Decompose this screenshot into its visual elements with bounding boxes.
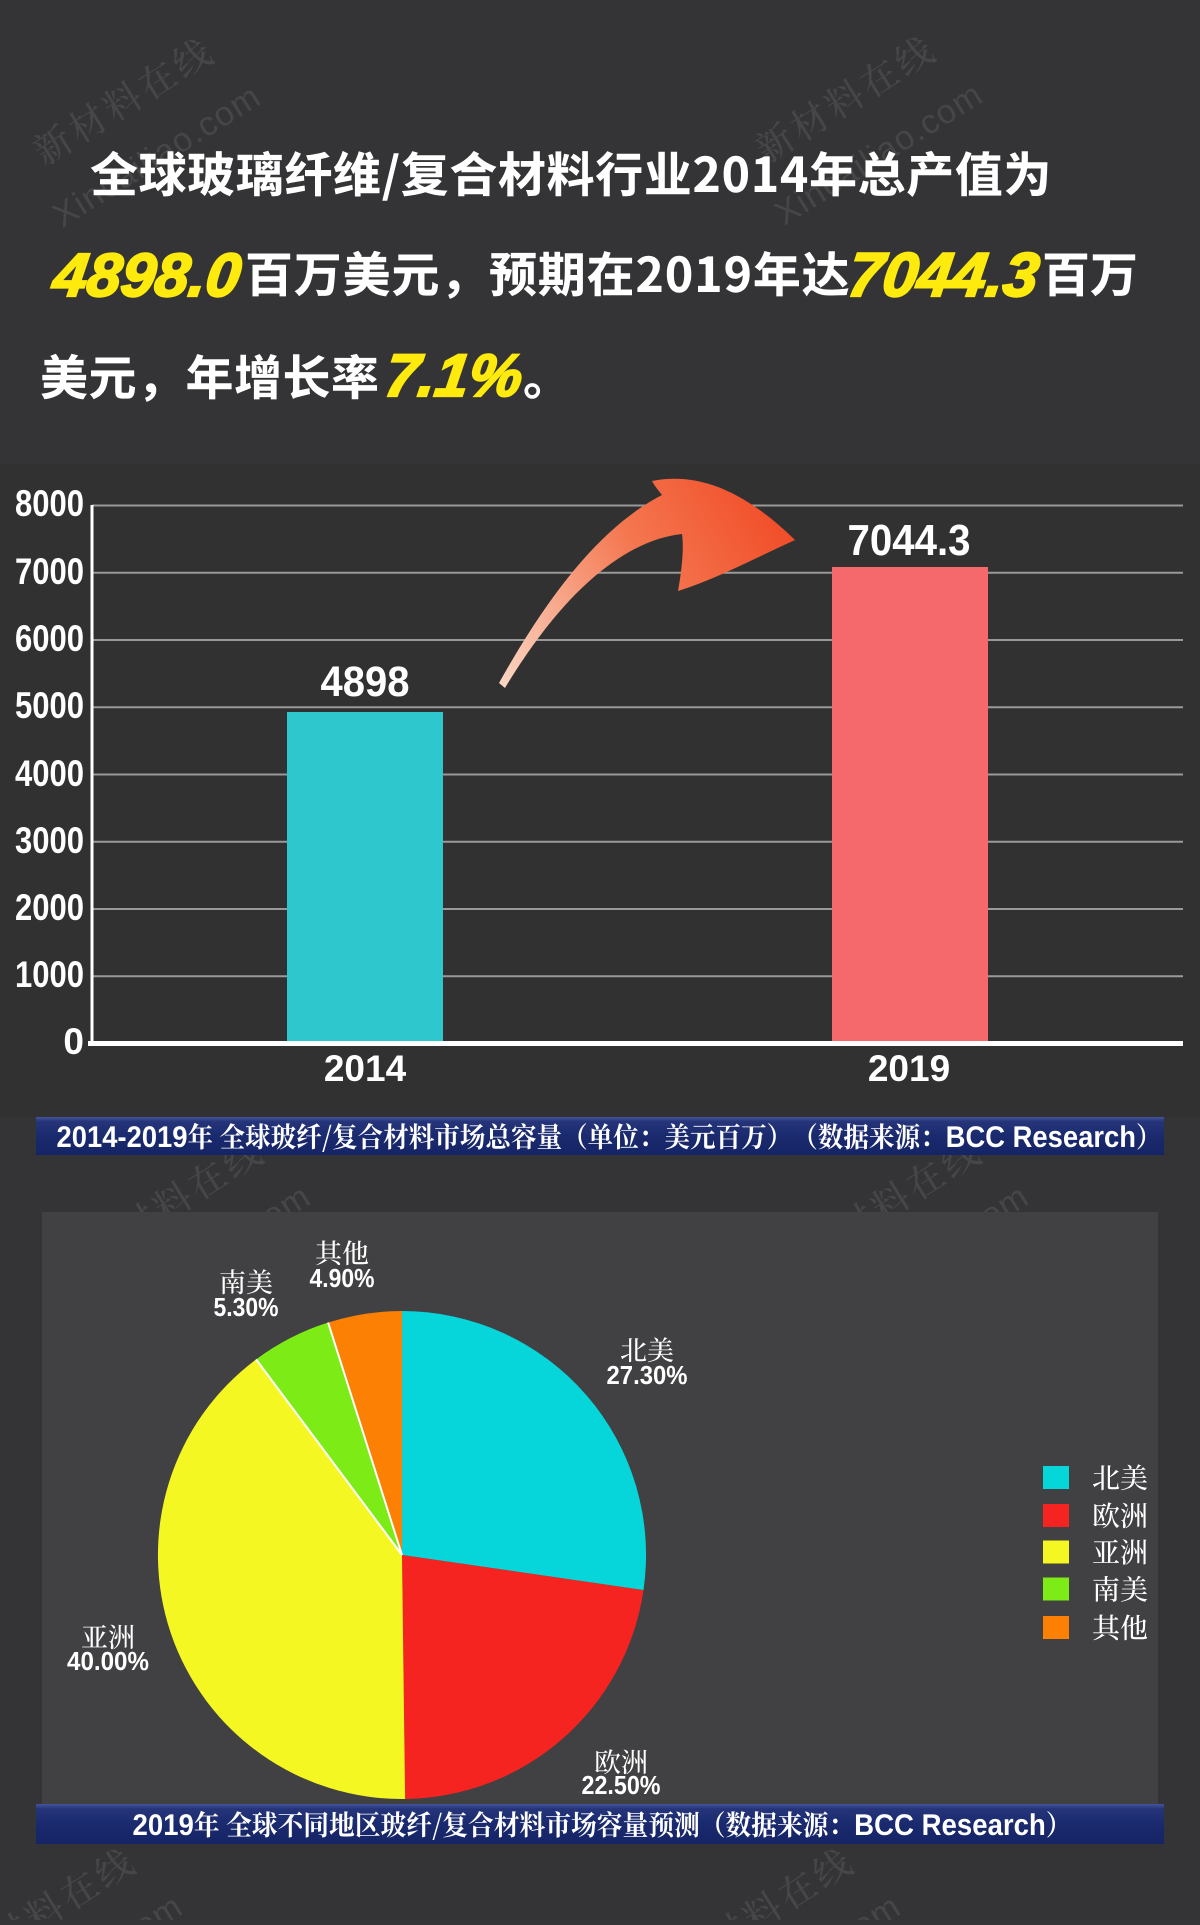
svg-text:40.00%: 40.00% xyxy=(67,1646,149,1676)
svg-text:22.50%: 22.50% xyxy=(582,1770,661,1800)
svg-text:2000: 2000 xyxy=(15,887,84,928)
svg-text:4898: 4898 xyxy=(321,658,410,706)
svg-text:8000: 8000 xyxy=(15,483,84,524)
svg-text:5.30%: 5.30% xyxy=(214,1292,279,1322)
svg-text:2014: 2014 xyxy=(324,1048,407,1089)
svg-text:4.90%: 4.90% xyxy=(310,1263,375,1293)
svg-text:7.1%: 7.1% xyxy=(381,341,527,409)
svg-text:7044.3: 7044.3 xyxy=(844,241,1043,310)
svg-text:5000: 5000 xyxy=(15,685,84,726)
svg-text:4000: 4000 xyxy=(15,753,84,794)
svg-text:3000: 3000 xyxy=(15,820,84,861)
svg-text:7000: 7000 xyxy=(15,551,84,592)
svg-text:7044.3: 7044.3 xyxy=(848,516,971,565)
svg-text:27.30%: 27.30% xyxy=(607,1360,688,1390)
svg-text:2019: 2019 xyxy=(868,1048,950,1089)
svg-text:4898.0: 4898.0 xyxy=(47,241,245,309)
svg-text:1000: 1000 xyxy=(15,954,84,995)
svg-text:6000: 6000 xyxy=(15,618,84,659)
svg-text:0: 0 xyxy=(63,1021,84,1062)
